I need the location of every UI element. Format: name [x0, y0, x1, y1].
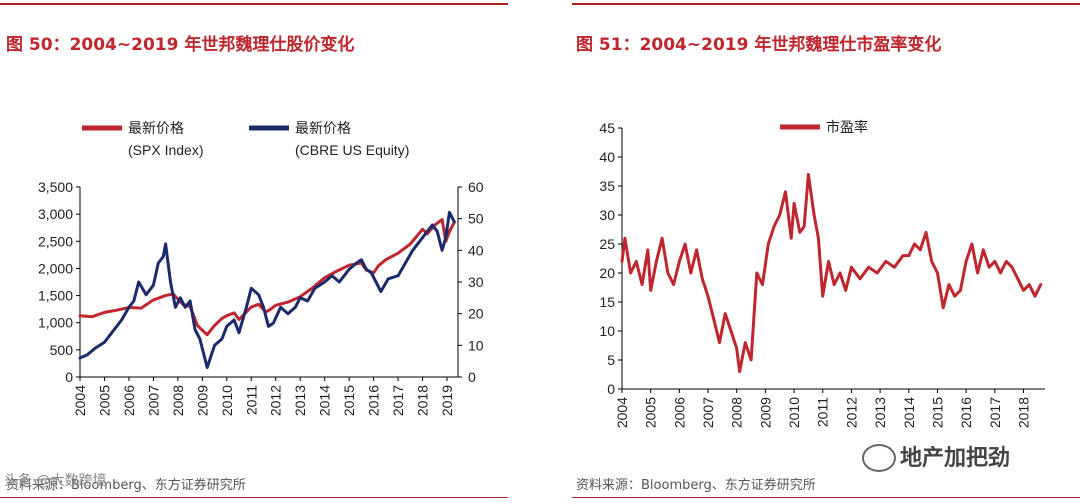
left-chart-ytick-label: 0 — [65, 369, 73, 385]
right-chart-ytick-label: 30 — [599, 207, 615, 223]
left-chart-series-line-1 — [78, 210, 456, 369]
left-chart-y2tick-label: 10 — [468, 337, 484, 353]
right-chart-xtick-label: 2016 — [958, 397, 974, 428]
left-chart-ytick-label: 3,500 — [38, 179, 73, 195]
left-chart-xtick-label: 2017 — [390, 385, 406, 416]
left-chart-xtick-label: 2015 — [341, 385, 357, 416]
left-chart-legend-sublabel-0: (SPX Index) — [128, 142, 203, 158]
left-chart-xtick-label: 2011 — [243, 385, 259, 415]
right-chart-xtick-label: 2006 — [671, 397, 687, 428]
right-chart-xtick-label: 2004 — [614, 397, 630, 428]
left-chart-xtick-label: 2005 — [96, 385, 112, 416]
watermark-text: 地产加把劲 — [900, 446, 1011, 471]
left-source-note: 资料来源：Bloomberg、东方证券研究所 — [6, 478, 246, 493]
left-chart-xtick-label: 2014 — [317, 385, 333, 416]
left-chart-y2tick-label: 20 — [468, 306, 484, 322]
right-chart-xtick-label: 2005 — [643, 397, 659, 428]
left-chart-ytick-label: 2,000 — [38, 260, 73, 276]
right-chart-ytick-label: 35 — [599, 178, 615, 194]
left-chart-xtick-label: 2012 — [268, 385, 284, 416]
left-chart-ytick-label: 1,000 — [38, 315, 73, 331]
right-chart-xtick-label: 2017 — [987, 397, 1003, 428]
left-chart-xtick-label: 2018 — [415, 385, 431, 416]
right-chart-ytick-label: 15 — [599, 294, 615, 310]
right-chart-xtick-label: 2015 — [929, 397, 945, 428]
wechat-icon — [862, 444, 896, 472]
left-chart-xtick-label: 2019 — [439, 385, 455, 416]
right-chart-ytick-label: 25 — [599, 236, 615, 252]
bottom-rule-right — [572, 497, 1080, 498]
right-chart-xtick-label: 2013 — [872, 397, 888, 428]
right-chart-ytick-label: 10 — [599, 323, 615, 339]
right-chart-ytick-label: 20 — [599, 265, 615, 281]
right-chart-xtick-label: 2011 — [815, 397, 831, 427]
left-chart-ytick-label: 500 — [50, 342, 74, 358]
left-chart-title: 图 50：2004~2019 年世邦魏理仕股价变化 — [6, 35, 355, 55]
right-chart-xtick-label: 2018 — [1015, 397, 1031, 428]
right-chart-xtick-label: 2009 — [757, 397, 773, 428]
left-chart-y2tick-label: 50 — [468, 211, 484, 227]
top-rule-left — [0, 3, 508, 5]
right-source-note: 资料来源：Bloomberg、东方证券研究所 — [576, 478, 816, 493]
right-chart-xtick-label: 2007 — [700, 397, 716, 428]
left-chart-xtick-label: 2006 — [121, 385, 137, 416]
left-chart-xtick-label: 2004 — [72, 385, 88, 416]
left-chart-y2tick-label: 40 — [468, 242, 484, 258]
right-chart-xtick-label: 2012 — [843, 397, 859, 428]
watermark-left: 头条 @大数跨境 — [4, 473, 107, 489]
left-chart-xtick-label: 2007 — [145, 385, 161, 416]
right-chart-series-line-0 — [620, 172, 1043, 374]
right-chart-xtick-label: 2014 — [901, 397, 917, 428]
left-chart-y2tick-label: 0 — [468, 369, 476, 385]
left-chart-legend-sublabel-1: (CBRE US Equity) — [295, 142, 409, 158]
left-chart-xtick-label: 2013 — [292, 385, 308, 416]
bottom-rule-left — [0, 497, 508, 498]
left-chart-ytick-label: 1,500 — [38, 288, 73, 304]
left-chart-xtick-label: 2010 — [219, 385, 235, 416]
right-chart-xtick-label: 2008 — [729, 397, 745, 428]
right-chart-title: 图 51：2004~2019 年世邦魏理仕市盈率变化 — [576, 35, 942, 55]
left-chart-y2tick-label: 30 — [468, 274, 484, 290]
right-chart-ytick-label: 0 — [607, 381, 615, 397]
left-chart-ytick-label: 2,500 — [38, 233, 73, 249]
left-chart-legend-label-1: 最新价格 — [295, 120, 351, 136]
left-chart-legend-label-0: 最新价格 — [128, 120, 184, 136]
left-chart-xtick-label: 2009 — [194, 385, 210, 416]
right-chart-ytick-label: 45 — [599, 120, 615, 136]
left-chart-ytick-label: 3,000 — [38, 206, 73, 222]
left-chart-xtick-label: 2008 — [170, 385, 186, 416]
right-chart-ytick-label: 5 — [607, 352, 615, 368]
left-chart-xtick-label: 2016 — [366, 385, 382, 416]
right-chart-legend-label-0: 市盈率 — [826, 119, 868, 135]
top-rule-right — [572, 3, 1080, 5]
left-chart-y2tick-label: 60 — [468, 179, 484, 195]
right-chart-xtick-label: 2010 — [786, 397, 802, 428]
right-chart-ytick-label: 40 — [599, 149, 615, 165]
